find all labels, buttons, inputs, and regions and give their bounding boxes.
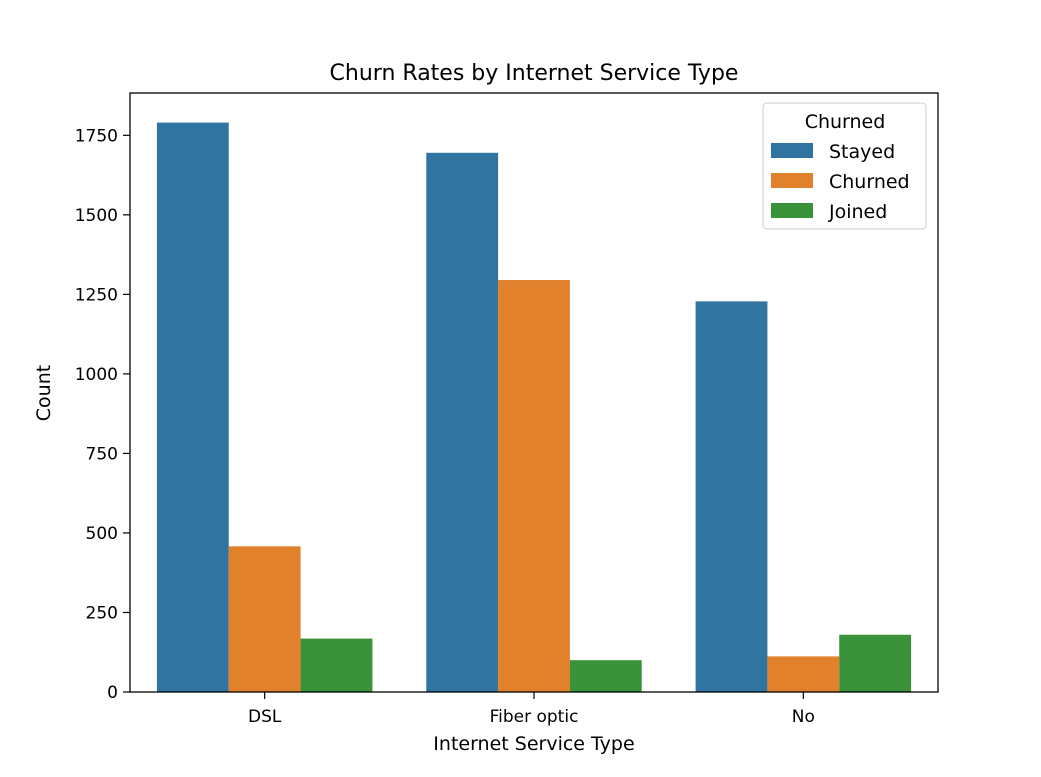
bar-joined-1 xyxy=(569,660,642,692)
y-ticks: 0 250 500 750 1000 1250 1500 1750 xyxy=(75,126,130,703)
y-tick-label: 250 xyxy=(86,603,118,623)
y-tick-label: 1250 xyxy=(75,285,118,305)
y-axis-label: Count xyxy=(33,365,55,421)
y-tick-label: 0 xyxy=(107,683,118,703)
bar-joined-0 xyxy=(300,638,373,692)
legend-swatch-joined xyxy=(771,203,813,218)
legend-label-stayed: Stayed xyxy=(829,141,895,163)
bar-stayed-2 xyxy=(695,301,768,692)
bar-stayed-1 xyxy=(426,152,499,692)
y-tick-label: 1000 xyxy=(75,365,118,385)
bar-churned-2 xyxy=(767,656,840,692)
bar-churned-0 xyxy=(228,546,301,692)
bar-stayed-0 xyxy=(156,122,229,693)
legend-box xyxy=(762,102,927,230)
x-tick-label: No xyxy=(792,707,815,727)
plot-frame xyxy=(129,92,939,693)
y-tick-label: 500 xyxy=(86,524,118,544)
legend-swatch-stayed xyxy=(771,143,813,158)
x-axis-label: Internet Service Type xyxy=(433,733,634,755)
legend-label-churned: Churned xyxy=(829,171,910,193)
x-tick-label: DSL xyxy=(248,707,282,727)
bar-churned-1 xyxy=(498,280,570,692)
bar-joined-2 xyxy=(839,634,912,692)
y-tick-label: 1750 xyxy=(75,126,118,146)
y-tick-label: 1500 xyxy=(75,206,118,226)
bars xyxy=(156,122,912,693)
x-ticks: DSL Fiber optic No xyxy=(248,692,815,727)
legend-label-joined: Joined xyxy=(828,201,887,223)
legend-swatch-churned xyxy=(771,173,813,188)
legend: Churned Stayed Churned Joined xyxy=(762,102,927,230)
chart-title: Churn Rates by Internet Service Type xyxy=(330,61,739,86)
y-tick-label: 750 xyxy=(86,444,118,464)
x-tick-label: Fiber optic xyxy=(490,707,579,727)
legend-title: Churned xyxy=(805,111,886,133)
